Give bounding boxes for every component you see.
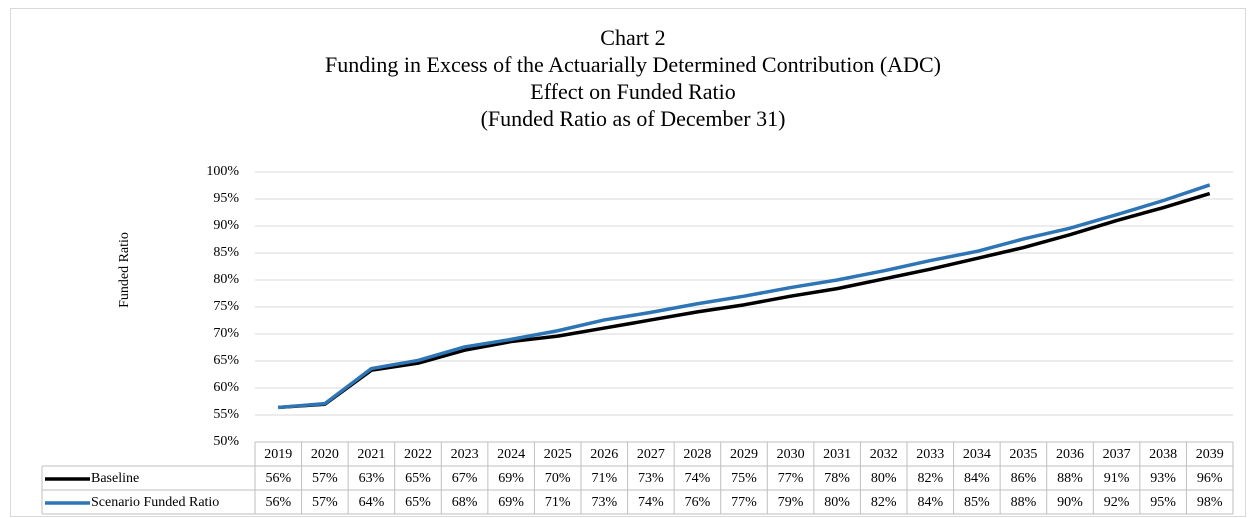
y-tick-label: 90% xyxy=(213,218,239,233)
x-tick-label: 2036 xyxy=(1056,447,1084,462)
table-value: 69% xyxy=(498,471,524,486)
table-value: 80% xyxy=(871,471,897,486)
table-value: 56% xyxy=(265,495,291,510)
y-axis-label: Funded Ratio xyxy=(117,232,132,308)
table-value: 75% xyxy=(731,471,757,486)
x-tick-label: 2034 xyxy=(963,447,991,462)
x-tick-label: 2039 xyxy=(1196,447,1224,462)
table-value: 70% xyxy=(545,471,571,486)
table-value: 78% xyxy=(824,471,850,486)
y-tick-label: 55% xyxy=(213,407,239,422)
x-tick-label: 2033 xyxy=(916,447,944,462)
x-tick-label: 2031 xyxy=(823,447,851,462)
table-value: 57% xyxy=(312,495,338,510)
y-tick-label: 50% xyxy=(213,434,239,449)
table-value: 68% xyxy=(452,495,478,510)
y-tick-label: 95% xyxy=(213,191,239,206)
y-tick-label: 80% xyxy=(213,272,239,287)
x-tick-label: 2032 xyxy=(870,447,898,462)
y-tick-label: 65% xyxy=(213,353,239,368)
legend-label: Scenario Funded Ratio xyxy=(91,495,219,510)
x-tick-label: 2023 xyxy=(451,447,479,462)
legend-label: Baseline xyxy=(91,471,139,486)
x-tick-label: 2027 xyxy=(637,447,665,462)
chart-title: Effect on Funded Ratio xyxy=(530,79,736,104)
table-value: 82% xyxy=(871,495,897,510)
table-value: 80% xyxy=(824,495,850,510)
x-tick-label: 2030 xyxy=(777,447,805,462)
table-value: 73% xyxy=(591,495,617,510)
series-line xyxy=(278,183,1211,410)
table-value: 88% xyxy=(1011,495,1037,510)
x-tick-label: 2035 xyxy=(1009,447,1037,462)
table-value: 67% xyxy=(452,471,478,486)
chart-title: Funding in Excess of the Actuarially Det… xyxy=(325,52,941,77)
y-tick-label: 85% xyxy=(213,245,239,260)
x-tick-label: 2037 xyxy=(1103,447,1131,462)
table-value: 64% xyxy=(359,495,385,510)
table-value: 82% xyxy=(917,471,943,486)
table-value: 90% xyxy=(1057,495,1083,510)
y-tick-label: 70% xyxy=(213,326,239,341)
table-value: 86% xyxy=(1011,471,1037,486)
x-tick-label: 2026 xyxy=(590,447,618,462)
table-value: 84% xyxy=(917,495,943,510)
x-tick-label: 2024 xyxy=(497,447,525,462)
chart-frame xyxy=(10,8,1246,517)
table-value: 73% xyxy=(638,471,664,486)
x-tick-label: 2019 xyxy=(264,447,292,462)
y-tick-label: 100% xyxy=(206,164,239,179)
x-tick-label: 2025 xyxy=(544,447,572,462)
table-value: 92% xyxy=(1104,495,1130,510)
table-value: 93% xyxy=(1150,471,1176,486)
table-value: 74% xyxy=(685,471,711,486)
x-tick-label: 2038 xyxy=(1149,447,1177,462)
table-value: 76% xyxy=(685,495,711,510)
table-value: 71% xyxy=(591,471,617,486)
table-value: 65% xyxy=(405,471,431,486)
x-tick-label: 2029 xyxy=(730,447,758,462)
table-value: 96% xyxy=(1197,471,1223,486)
chart-title: (Funded Ratio as of December 31) xyxy=(481,106,786,131)
x-tick-label: 2028 xyxy=(683,447,711,462)
table-value: 63% xyxy=(359,471,385,486)
x-tick-label: 2021 xyxy=(357,447,385,462)
x-tick-label: 2020 xyxy=(311,447,339,462)
table-value: 77% xyxy=(731,495,757,510)
series-line xyxy=(278,191,1211,410)
table-value: 69% xyxy=(498,495,524,510)
y-tick-label: 60% xyxy=(213,380,239,395)
table-value: 98% xyxy=(1197,495,1223,510)
table-value: 88% xyxy=(1057,471,1083,486)
y-tick-label: 75% xyxy=(213,299,239,314)
table-value: 74% xyxy=(638,495,664,510)
table-value: 71% xyxy=(545,495,571,510)
table-value: 57% xyxy=(312,471,338,486)
x-tick-label: 2022 xyxy=(404,447,432,462)
table-value: 91% xyxy=(1104,471,1130,486)
table-value: 65% xyxy=(405,495,431,510)
table-value: 56% xyxy=(265,471,291,486)
table-value: 77% xyxy=(778,471,804,486)
table-value: 79% xyxy=(778,495,804,510)
table-value: 95% xyxy=(1150,495,1176,510)
chart-title: Chart 2 xyxy=(600,25,665,50)
table-value: 85% xyxy=(964,495,990,510)
table-value: 84% xyxy=(964,471,990,486)
